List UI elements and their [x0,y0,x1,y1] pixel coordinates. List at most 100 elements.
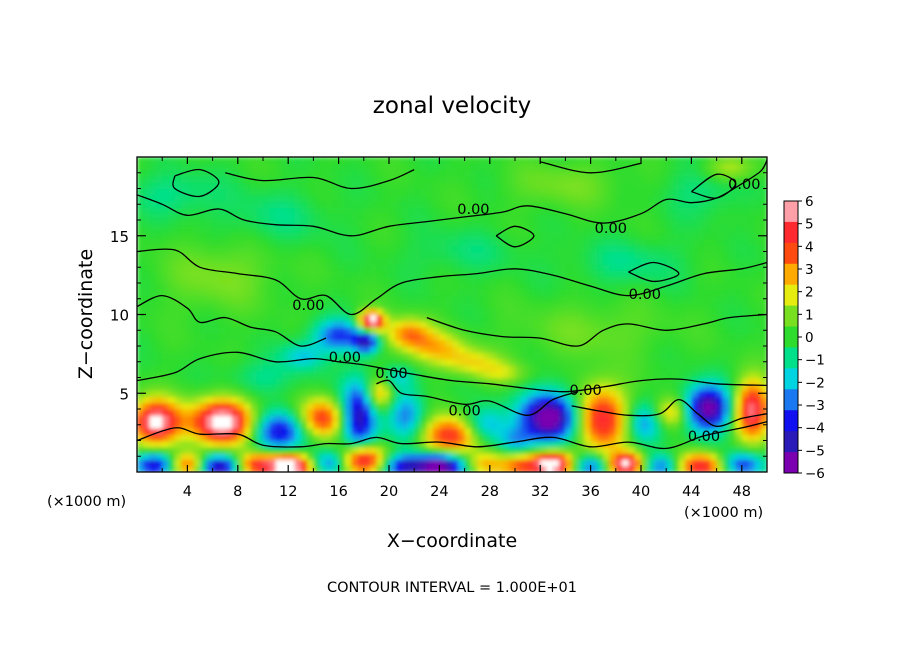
field-cell [288,421,296,429]
field-cell [281,201,289,208]
field-cell [685,308,692,316]
field-cell [571,207,579,215]
field-cell [678,257,686,265]
field-cell [231,194,239,202]
field-cell [754,226,762,234]
field-cell [666,201,674,208]
field-cell [200,276,207,284]
field-cell [653,257,661,265]
field-cell [515,169,522,177]
field-cell [439,390,447,397]
field-cell [559,257,566,265]
field-cell [181,207,188,215]
field-cell [735,346,743,353]
field-cell [729,226,737,234]
field-cell [666,308,674,316]
field-cell [382,163,390,171]
field-cell [357,169,365,177]
field-cell [685,434,692,442]
field-cell [678,415,686,423]
field-cell [407,320,415,328]
field-cell [470,194,478,202]
field-cell [552,396,560,404]
field-cell [225,352,233,360]
field-cell [143,446,151,454]
field-cell [603,182,611,190]
field-cell [344,364,352,372]
field-cell [452,213,459,221]
field-cell [155,194,163,202]
field-cell [754,182,762,190]
field-cell [407,188,415,196]
field-cell [678,377,686,385]
field-cell [300,245,308,253]
field-cell [193,346,201,353]
field-cell [382,257,390,265]
field-cell [395,434,403,442]
field-cell [225,175,233,183]
field-cell [615,377,623,385]
field-cell [470,301,478,309]
field-cell [319,346,327,353]
field-cell [748,295,755,303]
field-cell [149,409,157,416]
field-cell [300,327,308,334]
field-cell [527,238,535,246]
field-cell [552,251,560,259]
field-cell [609,169,617,177]
field-cell [407,226,415,234]
field-cell [344,352,352,360]
field-cell [748,427,755,435]
field-cell [496,364,503,372]
field-cell [168,459,176,467]
field-cell [596,390,604,397]
field-cell [634,364,642,372]
field-cell [414,320,422,328]
field-cell [634,207,642,215]
field-cell [181,289,188,297]
field-cell [477,402,485,410]
field-cell [269,201,277,208]
field-cell [615,220,623,227]
field-cell [615,339,623,347]
field-cell [496,308,503,316]
field-cell [250,295,258,303]
field-cell [143,434,151,442]
field-cell [439,238,447,246]
field-cell [445,453,453,460]
field-cell [464,276,472,284]
field-cell [477,465,485,472]
field-cell [407,421,415,429]
field-cell [452,245,459,253]
field-cell [748,226,755,234]
field-cell [552,194,560,202]
field-cell [414,308,422,316]
field-cell [351,427,359,435]
field-cell [464,352,472,360]
field-cell [634,157,642,164]
field-cell [672,327,680,334]
field-cell [697,440,705,448]
field-cell [634,289,642,297]
field-cell [439,383,447,391]
field-cell [200,364,207,372]
field-cell [143,308,151,316]
field-cell [464,182,472,190]
field-cell [571,446,579,454]
field-cell [508,446,516,454]
field-cell [395,169,403,177]
field-cell [237,283,245,290]
field-cell [281,465,289,472]
field-cell [370,276,377,284]
field-cell [659,289,667,297]
field-cell [433,465,440,472]
field-cell [307,301,314,309]
field-cell [344,295,352,303]
field-cell [200,257,207,265]
field-cell [470,320,478,328]
field-cell [407,383,415,391]
field-cell [590,308,598,316]
field-cell [307,213,314,221]
field-cell [433,207,440,215]
field-cell [426,440,434,448]
